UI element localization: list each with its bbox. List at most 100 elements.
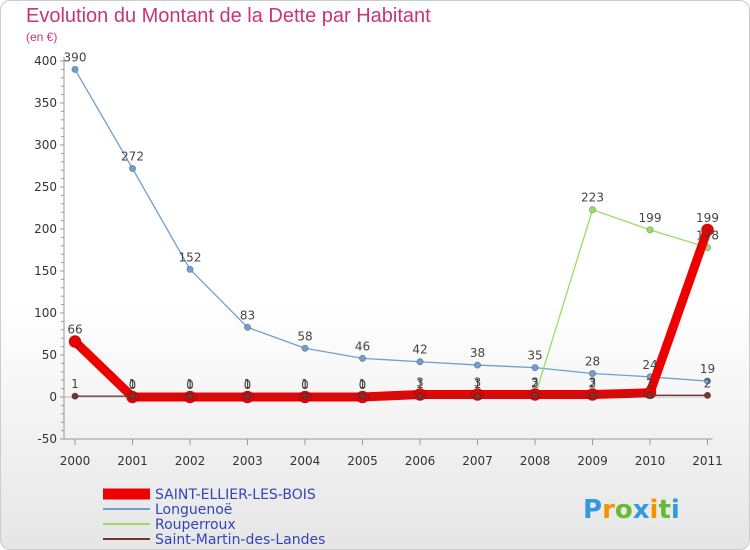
data-point [416,358,424,366]
y-tick-label: 350 [34,96,57,110]
data-label: 1 [301,377,309,391]
y-tick-label: 100 [34,306,57,320]
data-point [301,344,309,352]
x-tick-label: 2001 [117,454,148,468]
series-layer: 66 0 0 0 0 0 3 3 3 3 199 390 272 152 83 58 46 42 38 35 28 24 1… [64,50,719,404]
x-tick-label: 2009 [577,454,608,468]
logo-letter: x [633,495,650,525]
data-point [186,392,194,400]
data-point [68,335,82,348]
data-label: 2 [589,376,597,390]
logo-letter: P [583,495,602,525]
data-point [244,323,252,331]
data-label: 0 [129,378,137,392]
legend-label: Saint-Martin-des-Landes [155,532,325,548]
data-point [71,65,79,73]
proxiti-logo: Proxiti [583,495,680,525]
logo-letter: r [602,495,615,525]
data-point [473,392,481,400]
data-label: 2 [646,376,654,390]
data-point [71,392,79,400]
chart-title: Evolution du Montant de la Dette par Hab… [26,5,431,27]
data-label: 1 [71,377,79,391]
data-label: 0 [244,378,252,392]
data-point [186,265,194,273]
x-tick-label: 2007 [462,454,493,468]
data-label: 24 [642,358,657,372]
series-line [534,209,709,397]
legend-item: Longuenoë [103,502,232,518]
data-label: 1 [244,377,252,391]
data-point [646,226,654,234]
data-label: 199 [639,211,662,225]
data-point [646,391,654,399]
data-label: 83 [240,308,255,322]
data-label: 38 [470,346,485,360]
series-line [70,225,712,402]
data-point [701,223,714,237]
data-label: 42 [412,343,427,357]
x-tick-label: 2003 [232,454,263,468]
data-point [358,392,366,400]
x-tick-label: 2000 [60,454,91,468]
series-saint-ellier-les-bois [68,223,714,404]
legend-item: Rouperroux [103,517,236,533]
data-point [703,391,711,399]
logo-letter: t [658,495,670,525]
x-tick-label: 2004 [290,454,321,468]
data-point [703,377,711,385]
data-label: 223 [581,191,604,205]
data-point [244,392,252,400]
data-label: 3 [416,375,424,389]
data-point [473,361,481,369]
data-label: 178 [696,228,719,242]
data-point [531,364,539,372]
y-tick-label: 150 [34,264,57,278]
logo-letter: i [650,495,659,525]
data-point [588,206,596,214]
data-label: 58 [297,329,312,343]
data-label: 19 [700,362,715,376]
data-label: 2 [531,376,539,390]
logo-letter: i [671,495,680,525]
y-tick-label: 0 [49,390,57,404]
series-saint-martin-des-landes [71,391,711,400]
legend-label: Longuenoë [155,502,232,518]
x-tick-label: 2005 [347,454,378,468]
series-line [74,394,709,397]
data-label: 28 [585,354,600,368]
data-label: 390 [64,50,87,64]
x-tick-label: 2006 [405,454,436,468]
legend-item: SAINT-ELLIER-LES-BOIS [103,487,316,503]
data-label: 3 [589,375,597,389]
data-point [358,354,366,362]
data-point [129,392,137,400]
x-tick-label: 2008 [520,454,551,468]
legend-label: Rouperroux [155,517,236,533]
data-label: 272 [121,150,144,164]
data-label: 46 [355,339,370,353]
data-label: 1 [359,377,367,391]
data-label: 1 [186,377,194,391]
y-tick-label: 250 [34,180,57,194]
data-label: 35 [527,349,542,363]
logo-letter: o [615,495,633,525]
y-tick-label: 50 [42,348,57,362]
legend: SAINT-ELLIER-LES-BOISLonguenoëRouperroux… [103,487,325,548]
data-label: 0 [301,378,309,392]
data-label: 1 [416,377,424,391]
series-longueno [71,65,711,385]
data-label: 66 [67,323,82,337]
data-label: 152 [179,250,202,264]
data-label: 0 [186,378,194,392]
data-point [416,392,424,400]
data-label: 3 [474,375,482,389]
legend-label: SAINT-ELLIER-LES-BOIS [155,487,316,503]
y-tick-label: -50 [37,432,57,446]
data-label: 2 [704,376,712,390]
data-point [129,165,137,173]
data-labels: 66 0 0 0 0 0 3 3 3 3 199 390 272 152 83 58 46 42 38 35 28 24 1… [64,50,719,392]
